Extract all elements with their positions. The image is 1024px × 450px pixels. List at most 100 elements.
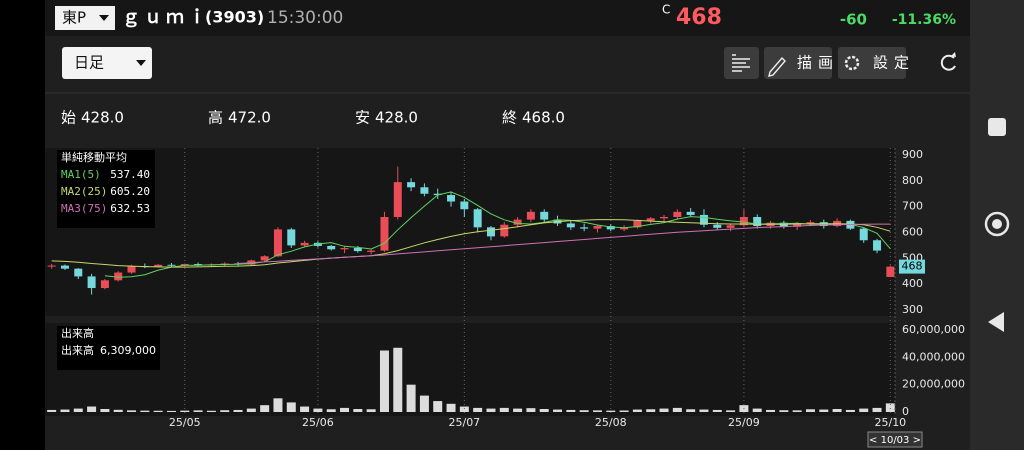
candle-body xyxy=(580,227,589,229)
candle-body xyxy=(873,240,882,251)
volume-bar xyxy=(73,408,83,412)
candle-body xyxy=(633,220,642,228)
period: 日足 xyxy=(74,54,104,72)
volume-bar xyxy=(433,401,443,412)
period-select[interactable] xyxy=(62,47,152,79)
x-tick-label: 25/05 xyxy=(169,416,201,429)
draw-button[interactable] xyxy=(764,47,832,79)
volume-bar xyxy=(353,408,363,412)
x-tick-label: 25/10 xyxy=(874,416,906,429)
volume-bar xyxy=(340,407,350,412)
nav-home[interactable] xyxy=(984,211,1010,237)
legend-value: 6,309,000 xyxy=(100,344,156,357)
volume-bar xyxy=(486,408,496,412)
volume-bar xyxy=(619,410,629,412)
time: 15:30:00 xyxy=(267,8,343,28)
volume-bar xyxy=(100,408,110,412)
volume-bar xyxy=(326,409,336,412)
volume-bar xyxy=(206,410,216,412)
legend-value: 632.53 xyxy=(110,202,150,215)
volume-bar xyxy=(499,407,509,412)
dropdown-arrow xyxy=(99,15,109,21)
refresh-icon[interactable] xyxy=(940,54,956,71)
volume-bar xyxy=(153,410,163,412)
candle-body xyxy=(114,272,123,281)
candle-body xyxy=(420,187,429,194)
volume-bar xyxy=(752,408,762,412)
candle-body xyxy=(47,265,56,267)
candle-body xyxy=(380,217,389,251)
header-bar xyxy=(45,0,970,36)
ohlc-label: 安 xyxy=(355,109,370,127)
nav-home-dot xyxy=(992,219,1002,229)
y-tick-label: 900 xyxy=(902,148,923,161)
volume-bar xyxy=(446,403,456,412)
candle-body xyxy=(260,256,269,261)
candle-body xyxy=(393,182,402,217)
volume-bar xyxy=(592,410,602,412)
volume-bar xyxy=(113,409,123,412)
volume-bar xyxy=(233,409,243,412)
volume-bar xyxy=(193,410,203,412)
volume-bar xyxy=(859,408,869,412)
volume-bar xyxy=(766,409,776,412)
volume-bar xyxy=(699,409,709,412)
volume-bar xyxy=(87,406,97,412)
candle-body xyxy=(540,211,549,220)
candle-body xyxy=(513,219,522,225)
volume-bar xyxy=(260,405,270,412)
candle-body xyxy=(739,217,748,226)
candle-body xyxy=(447,195,456,202)
date-badge[interactable] xyxy=(867,431,923,448)
refresh-arrow xyxy=(951,52,956,57)
gear-icon xyxy=(844,55,860,71)
candle-body xyxy=(154,264,163,267)
candle-body xyxy=(100,280,109,289)
draw-label: 描画 xyxy=(797,54,839,72)
candle-body xyxy=(686,211,695,215)
y-tick-label: 700 xyxy=(902,200,923,213)
dropdown-arrow xyxy=(136,60,146,66)
volume-panel xyxy=(45,323,895,416)
nav-back[interactable] xyxy=(988,312,1004,332)
price-panel xyxy=(45,148,895,316)
volume-bar xyxy=(300,406,310,412)
settings-label: 設定 xyxy=(873,54,915,72)
legend-value: 605.20 xyxy=(110,185,150,198)
volume-bar xyxy=(672,407,682,412)
volume-bar xyxy=(140,410,150,412)
y-tick-label: 0 xyxy=(902,405,909,418)
volume-bar xyxy=(792,410,802,412)
y-tick-label: 40,000,000 xyxy=(902,350,965,363)
volume-bar xyxy=(246,408,256,412)
volume-bar xyxy=(659,408,669,412)
volume-bar xyxy=(726,410,736,412)
ohlc-row: 始 428.0 高 472.0 安 428.0 終 468.0 xyxy=(61,109,565,127)
volume-bar xyxy=(872,407,882,412)
candle-body xyxy=(460,201,469,210)
candle-body xyxy=(60,265,69,269)
candle-body xyxy=(87,276,96,289)
candle-body xyxy=(353,248,362,252)
volume-bar xyxy=(419,395,429,412)
ohlc-value: 468.0 xyxy=(522,109,565,127)
settings-button[interactable] xyxy=(838,47,906,79)
nav-recent[interactable] xyxy=(988,118,1006,136)
volume-bar xyxy=(606,410,616,412)
volume-bar xyxy=(539,408,549,412)
candle-body xyxy=(273,229,282,257)
candle-body xyxy=(793,223,802,227)
change: -60 xyxy=(840,11,867,29)
volume-bar xyxy=(47,409,57,412)
legend-title: 出来高 xyxy=(61,326,94,340)
y-tick-label: 60,000,000 xyxy=(902,323,965,336)
plot: 0 20,000,000 40,000,000 60,000,000 25/05 25/0… xyxy=(47,148,965,429)
volume-bar xyxy=(819,409,829,412)
volume-bar xyxy=(845,409,855,412)
stock-name: ｇｕｍｉ xyxy=(122,7,210,28)
pencil-icon xyxy=(768,56,786,77)
candle-body xyxy=(180,264,189,266)
candle-body xyxy=(779,222,788,227)
volume-legend-box xyxy=(57,326,160,370)
